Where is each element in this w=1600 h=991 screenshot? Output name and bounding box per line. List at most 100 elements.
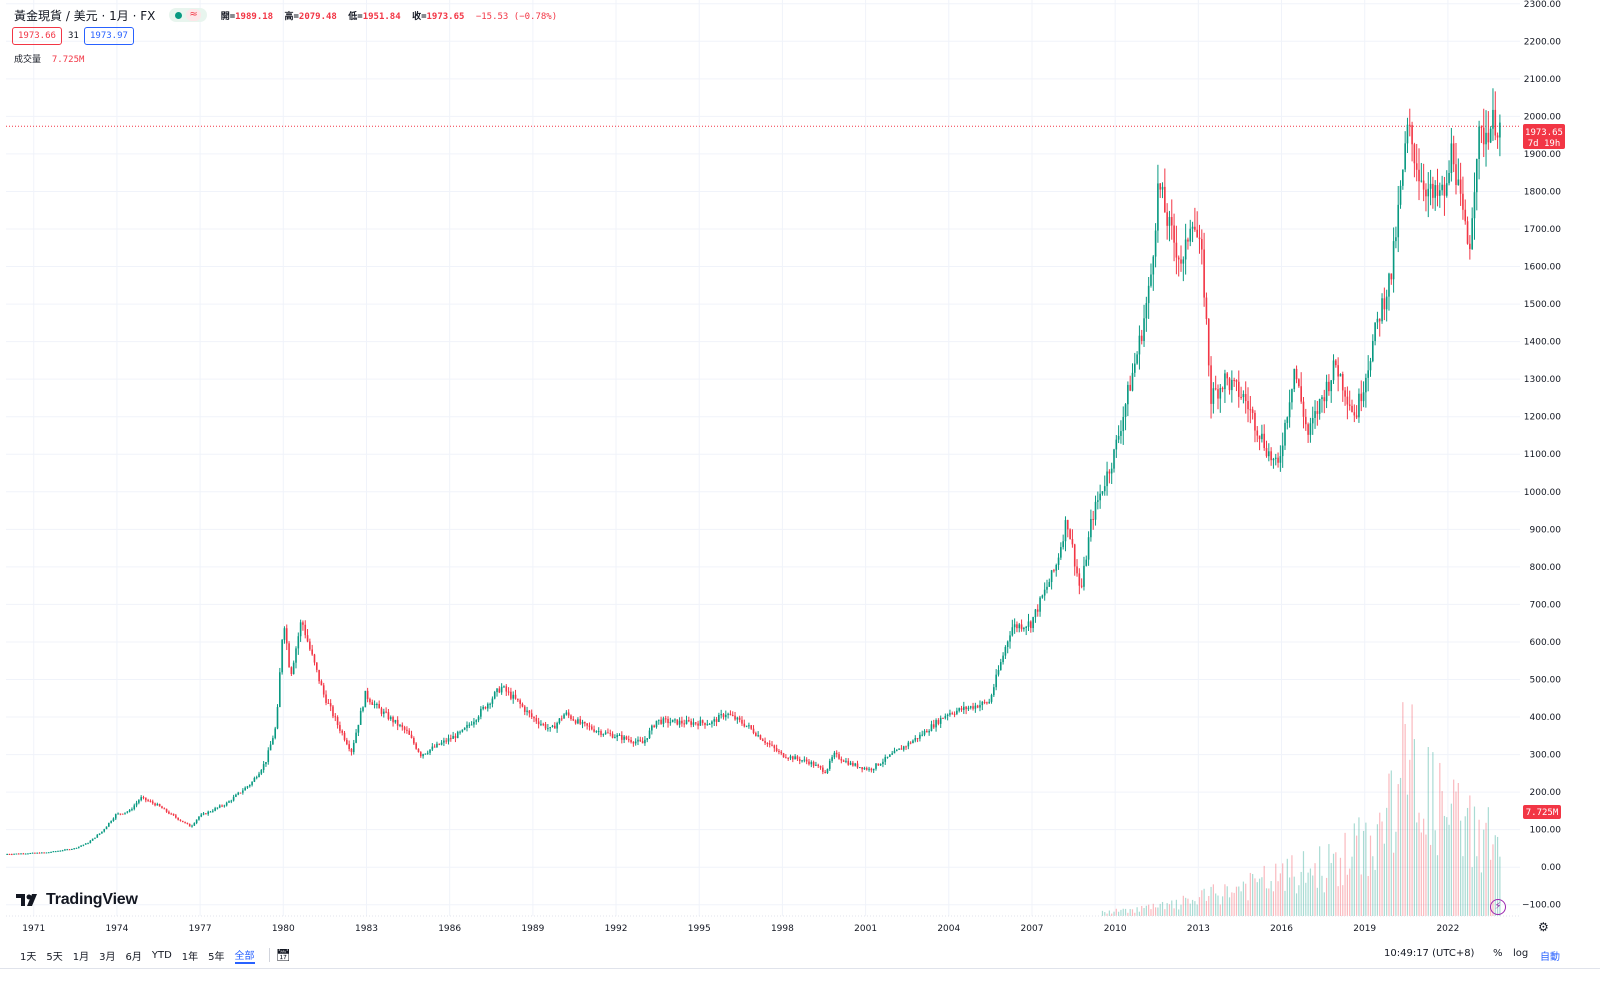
- volume-bar: [1106, 913, 1108, 916]
- candle: [10, 853, 13, 856]
- volume-bar: [1319, 846, 1321, 916]
- chart-grid: [6, 0, 1520, 916]
- candle: [981, 700, 984, 711]
- volume-bar: [1240, 891, 1242, 916]
- candle: [470, 721, 473, 726]
- candle: [928, 729, 930, 736]
- candle: [1487, 111, 1490, 150]
- candle: [186, 822, 189, 825]
- y-tick-label: 900.00: [1530, 525, 1562, 535]
- volume-bar: [1101, 910, 1104, 916]
- candle: [378, 700, 380, 709]
- candle: [491, 696, 494, 708]
- y-tick-label: −100.00: [1522, 901, 1561, 911]
- price-axis[interactable]: 2300.00 2200.00 2100.00 2000.00 1900.00 1800.…: [1522, 0, 1561, 911]
- candle: [505, 684, 508, 696]
- candle: [103, 828, 106, 833]
- candle: [752, 725, 755, 735]
- date-range-icon[interactable]: 📅︎: [275, 948, 291, 962]
- candle: [895, 749, 898, 752]
- candle: [456, 730, 459, 739]
- bottom-divider: [0, 968, 1600, 969]
- volume-bar: [1307, 872, 1309, 916]
- candle: [59, 850, 62, 852]
- candle: [1339, 373, 1342, 377]
- candle: [329, 699, 332, 712]
- close-value: 1973.65: [426, 11, 465, 22]
- volume-bar: [1358, 817, 1360, 916]
- candle: [283, 626, 286, 644]
- candle: [1475, 158, 1478, 211]
- auto-scale-toggle[interactable]: 自動: [1540, 952, 1560, 963]
- change-value: −15.53 (−0.78%): [475, 11, 558, 22]
- y-tick-label: 1500.00: [1524, 300, 1561, 310]
- volume-label[interactable]: 成交量: [14, 55, 42, 65]
- candle: [489, 702, 491, 709]
- candle: [986, 701, 988, 705]
- volume-bar: [1344, 832, 1346, 916]
- candle: [475, 719, 478, 725]
- volume-bar: [1127, 912, 1129, 916]
- tradingview-logo[interactable]: TradingView: [16, 891, 138, 909]
- candle: [1439, 182, 1441, 208]
- candle: [898, 748, 900, 750]
- candle: [1198, 224, 1201, 254]
- countdown-value: 7d 19h: [1528, 139, 1561, 149]
- candle: [480, 706, 482, 720]
- range-button-3[interactable]: 3月: [99, 951, 116, 963]
- y-tick-label: 600.00: [1530, 638, 1562, 648]
- range-button-1[interactable]: 5天: [46, 951, 63, 963]
- sell-button[interactable]: 1973.66: [12, 27, 62, 45]
- candle: [225, 801, 228, 807]
- clock[interactable]: 10:49:17 (UTC+8): [1384, 948, 1475, 959]
- candle: [1353, 404, 1356, 423]
- candle: [549, 726, 551, 732]
- candle: [755, 731, 757, 737]
- volume-bar: [1450, 803, 1452, 916]
- volume-bar: [1145, 905, 1147, 916]
- candle: [956, 707, 958, 716]
- range-button-5[interactable]: YTD: [151, 949, 172, 961]
- lightning-icon[interactable]: ⚡: [1490, 899, 1506, 915]
- candle: [889, 753, 891, 758]
- range-button-0[interactable]: 1天: [20, 951, 37, 963]
- candle: [248, 784, 251, 788]
- range-button-2[interactable]: 1月: [72, 951, 90, 963]
- high-value: 2079.48: [298, 11, 337, 22]
- buy-button[interactable]: 1973.97: [84, 27, 134, 45]
- range-button-4[interactable]: 6月: [125, 951, 142, 963]
- volume-bar: [1425, 834, 1427, 916]
- candle: [253, 776, 256, 783]
- candle: [158, 803, 161, 807]
- volume-bar: [1397, 784, 1399, 916]
- candle: [953, 711, 956, 718]
- candle: [803, 756, 806, 763]
- range-button-7[interactable]: 5年: [208, 951, 225, 963]
- volume-bar: [1466, 807, 1469, 916]
- candle: [1436, 168, 1439, 207]
- range-button-8[interactable]: 全部: [234, 947, 255, 964]
- candle: [179, 819, 182, 822]
- percent-toggle[interactable]: %: [1493, 948, 1503, 959]
- settings-gear-icon[interactable]: ⚙: [1538, 920, 1549, 934]
- time-axis[interactable]: 1971 1974 1977 1980 1983 1986 1989 1992 1995 1998…: [6, 915, 1520, 934]
- candle: [962, 701, 965, 714]
- candle: [1300, 372, 1302, 404]
- y-tick-label: 500.00: [1530, 675, 1562, 685]
- candle: [290, 666, 293, 677]
- volume-bar: [1316, 887, 1318, 916]
- candle: [237, 791, 240, 796]
- candle: [369, 697, 371, 705]
- candle: [251, 781, 253, 787]
- volume-bar: [1478, 819, 1480, 916]
- volume-bar: [1231, 892, 1233, 916]
- volume-bar: [1386, 807, 1388, 916]
- candle: [949, 709, 951, 717]
- log-toggle[interactable]: log: [1513, 948, 1529, 959]
- volume-bar: [1314, 863, 1316, 916]
- range-button-6[interactable]: 1年: [181, 951, 199, 963]
- market-status[interactable]: ≈: [169, 8, 207, 22]
- symbol-title[interactable]: 黃金現貨 / 美元 · 1月 · FX: [14, 8, 156, 23]
- candle: [748, 722, 750, 729]
